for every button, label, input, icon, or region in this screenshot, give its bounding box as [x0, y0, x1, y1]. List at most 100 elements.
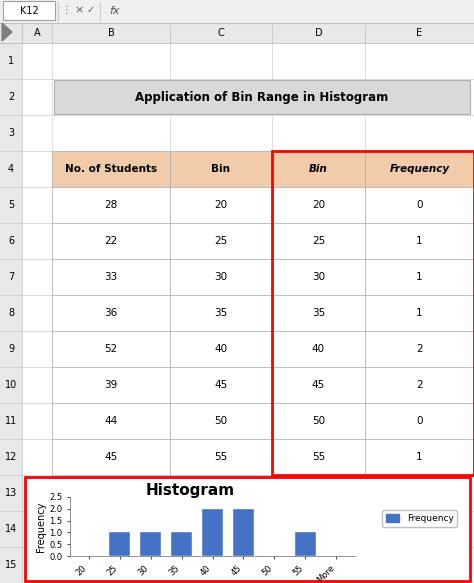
Text: 6: 6 [8, 236, 14, 246]
Bar [171, 532, 192, 556]
Bar [272, 403, 365, 439]
Text: ⋮: ⋮ [62, 5, 72, 16]
Text: 2: 2 [416, 344, 423, 354]
Bar [365, 187, 474, 223]
Bar [170, 439, 272, 475]
Text: 15: 15 [5, 560, 17, 570]
Bar [54, 80, 470, 114]
Bar [25, 477, 470, 581]
Text: D: D [315, 28, 322, 38]
Text: Application of Bin Range in Histogram: Application of Bin Range in Histogram [136, 90, 389, 104]
Bar [52, 439, 170, 475]
Text: 20: 20 [214, 200, 228, 210]
Bar [3, 1, 55, 20]
Text: 28: 28 [104, 200, 118, 210]
Text: 9: 9 [8, 344, 14, 354]
Bar [52, 259, 170, 295]
Bar [233, 509, 255, 556]
Bar [109, 532, 130, 556]
Bar [52, 403, 170, 439]
Bar [170, 259, 272, 295]
Text: 35: 35 [214, 308, 228, 318]
Bar [365, 223, 474, 259]
Bar [272, 187, 365, 223]
Text: ×: × [74, 5, 84, 16]
Y-axis label: Frequency: Frequency [36, 501, 46, 552]
Bar [170, 331, 272, 367]
Text: 50: 50 [312, 416, 325, 426]
Text: 36: 36 [104, 308, 118, 318]
Text: 11: 11 [5, 416, 17, 426]
Legend: Frequency: Frequency [383, 510, 457, 526]
Text: 22: 22 [104, 236, 118, 246]
Text: 8: 8 [8, 308, 14, 318]
Bar [52, 151, 170, 187]
Text: 1: 1 [416, 452, 423, 462]
Bar [272, 439, 365, 475]
Text: 1: 1 [416, 308, 423, 318]
Text: No. of Students: No. of Students [65, 164, 157, 174]
Text: 14: 14 [5, 524, 17, 534]
Text: 20: 20 [312, 200, 325, 210]
Bar [0, 23, 474, 43]
Bar [140, 532, 161, 556]
Text: 1: 1 [416, 236, 423, 246]
Bar [365, 403, 474, 439]
Text: 50: 50 [214, 416, 228, 426]
Text: 25: 25 [312, 236, 325, 246]
Bar [365, 151, 474, 187]
Text: 35: 35 [312, 308, 325, 318]
Bar [365, 295, 474, 331]
Text: 10: 10 [5, 380, 17, 390]
Text: 44: 44 [104, 416, 118, 426]
Bar [52, 331, 170, 367]
Bar [272, 151, 474, 475]
Text: 1: 1 [8, 56, 14, 66]
Text: 45: 45 [214, 380, 228, 390]
Text: 13: 13 [5, 488, 17, 498]
Bar [272, 223, 365, 259]
Text: 0: 0 [416, 200, 423, 210]
Text: 2: 2 [8, 92, 14, 102]
Text: 2: 2 [416, 380, 423, 390]
Text: 3: 3 [8, 128, 14, 138]
Text: 0: 0 [416, 416, 423, 426]
Bar [170, 295, 272, 331]
Text: 55: 55 [312, 452, 325, 462]
Text: E: E [417, 28, 422, 38]
Bar [365, 331, 474, 367]
Polygon shape [2, 23, 12, 41]
Bar [52, 187, 170, 223]
Text: 7: 7 [8, 272, 14, 282]
Text: fx: fx [110, 5, 120, 16]
Text: Histogram: Histogram [146, 483, 235, 498]
Bar [170, 403, 272, 439]
Bar [201, 509, 223, 556]
Text: 45: 45 [312, 380, 325, 390]
Bar [52, 223, 170, 259]
Text: 12: 12 [5, 452, 17, 462]
Text: Bin: Bin [309, 164, 328, 174]
Bar [365, 259, 474, 295]
Text: ✓: ✓ [87, 5, 95, 16]
Text: 25: 25 [214, 236, 228, 246]
Text: B: B [108, 28, 114, 38]
Bar [170, 223, 272, 259]
Text: 30: 30 [312, 272, 325, 282]
Bar [170, 367, 272, 403]
Bar [272, 259, 365, 295]
Bar [272, 295, 365, 331]
Text: 33: 33 [104, 272, 118, 282]
Text: 55: 55 [214, 452, 228, 462]
Bar [272, 331, 365, 367]
Text: C: C [218, 28, 224, 38]
Bar [365, 439, 474, 475]
Bar [170, 151, 272, 187]
Bar [272, 151, 365, 187]
Text: 1: 1 [416, 272, 423, 282]
Bar [0, 0, 474, 23]
Text: 40: 40 [214, 344, 228, 354]
Bar [272, 367, 365, 403]
Text: Bin: Bin [211, 164, 230, 174]
Text: A: A [34, 28, 40, 38]
